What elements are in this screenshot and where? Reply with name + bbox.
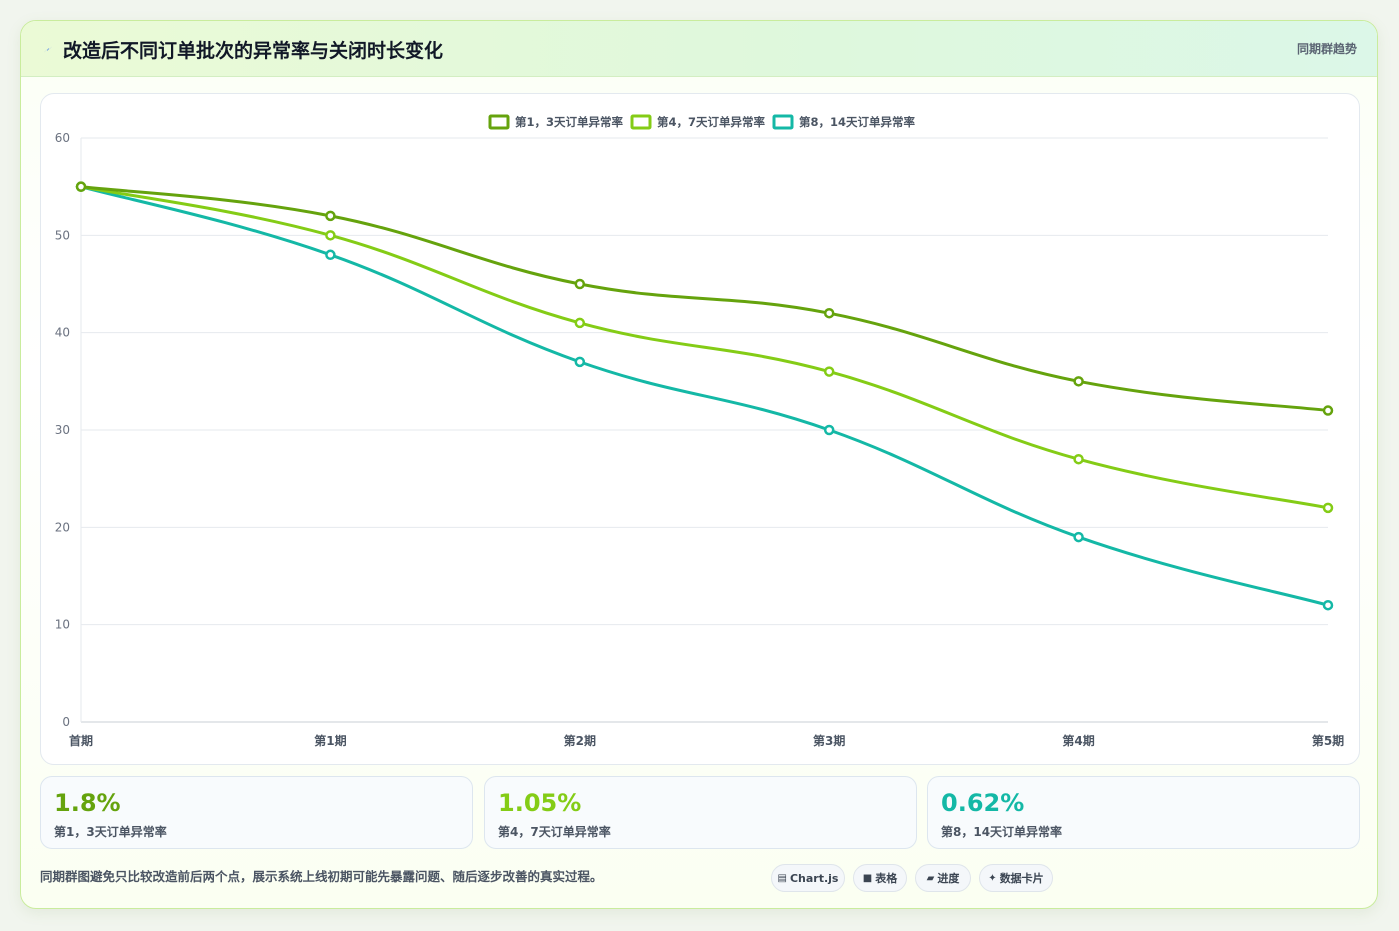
data-point [823,307,835,319]
pill-label: Chart.js [789,871,839,885]
data-point [1073,376,1084,387]
legend-swatch [630,114,652,130]
header-tag: 同期群趋势 [1296,42,1357,56]
pill-label: 数据卡片 [999,872,1044,885]
table-icon: ■ [862,872,873,884]
footnote: 同期群图避免只比较改造前后两个点，展示系统上线初期可能先暴露问题、随后逐步改善的… [40,869,603,884]
x-tick-label: 第1期 [314,733,346,748]
x-tick-label: 第3期 [813,733,845,748]
card-icon: ✦ [988,872,997,884]
legend-swatch [772,114,794,130]
legend-label: 第1，3天订单异常率 [515,115,624,129]
page-title: 改造后不同订单批次的异常率与关闭时长变化 [63,40,444,62]
pill-label: 进度 [937,872,960,885]
chart-card: 改造后不同订单批次的异常率与关闭时长变化 同期群趋势 0 10 20 30 40 50 60… [20,20,1378,909]
x-tick-label: 首期 [69,733,93,748]
data-point [325,210,336,222]
kpi-label: 第1，3天订单异常率 [54,825,167,839]
lightning-icon [43,46,53,53]
kpi-value: 1.8% [54,789,121,817]
data-point [1322,405,1334,416]
card-header: 改造后不同订单批次的异常率与关闭时长变化 同期群趋势 [21,21,1377,77]
x-tick-label: 第4期 [1062,733,1094,748]
data-point [1322,502,1334,514]
data-point [325,230,336,241]
progress-icon: ▰ [926,872,935,884]
progress-pill[interactable]: ▰ 进度 [915,864,971,892]
legend-label: 第8，14天订单异常率 [799,115,916,129]
kpi-value: 0.62% [941,789,1025,817]
chart-container: 0 10 20 30 40 50 60 首期 第1期 第2期 第3期 第4期 第5期 第1，3天订单异常率… [40,93,1360,765]
series-line [79,185,1330,607]
series-line [79,185,1330,413]
data-point [823,424,835,436]
data-point [1073,531,1084,543]
data-point [75,181,87,192]
data-point [574,317,586,329]
chart-icon: ▤ [777,872,787,884]
legend-swatch [488,114,510,130]
kpi-card: 1.8% 第1，3天订单异常率 [40,776,473,849]
table-pill[interactable]: ■ 表格 [853,864,907,892]
y-tick-label: 50 [55,228,70,242]
series-line [79,185,1330,510]
legend-label: 第4，7天订单异常率 [657,115,766,129]
data-point [574,356,586,368]
data-point [325,249,336,261]
data-card-pill[interactable]: ✦ 数据卡片 [979,864,1053,892]
data-point [1073,453,1084,465]
kpi-label: 第4，7天订单异常率 [498,825,611,839]
kpi-label: 第8，14天订单异常率 [941,825,1063,839]
pill-label: 表格 [875,872,898,885]
x-tick-label: 第5期 [1312,733,1344,748]
line-chart: 0 10 20 30 40 50 60 首期 第1期 第2期 第3期 第4期 第5期 第1，3天订单异常率… [55,114,1344,748]
x-tick-label: 第2期 [564,733,596,748]
data-point [574,278,586,290]
chartjs-pill[interactable]: ▤ Chart.js [771,864,845,892]
y-tick-label: 20 [55,520,70,534]
y-tick-label: 10 [55,618,70,632]
data-point [823,366,835,377]
kpi-card: 0.62% 第8，14天订单异常率 [927,776,1360,849]
y-tick-label: 30 [55,423,70,437]
y-tick-label: 40 [55,326,70,340]
y-tick-label: 0 [62,715,70,729]
kpi-card: 1.05% 第4，7天订单异常率 [484,776,917,849]
data-point [1322,599,1334,611]
y-tick-label: 60 [55,131,70,145]
kpi-value: 1.05% [498,789,582,817]
